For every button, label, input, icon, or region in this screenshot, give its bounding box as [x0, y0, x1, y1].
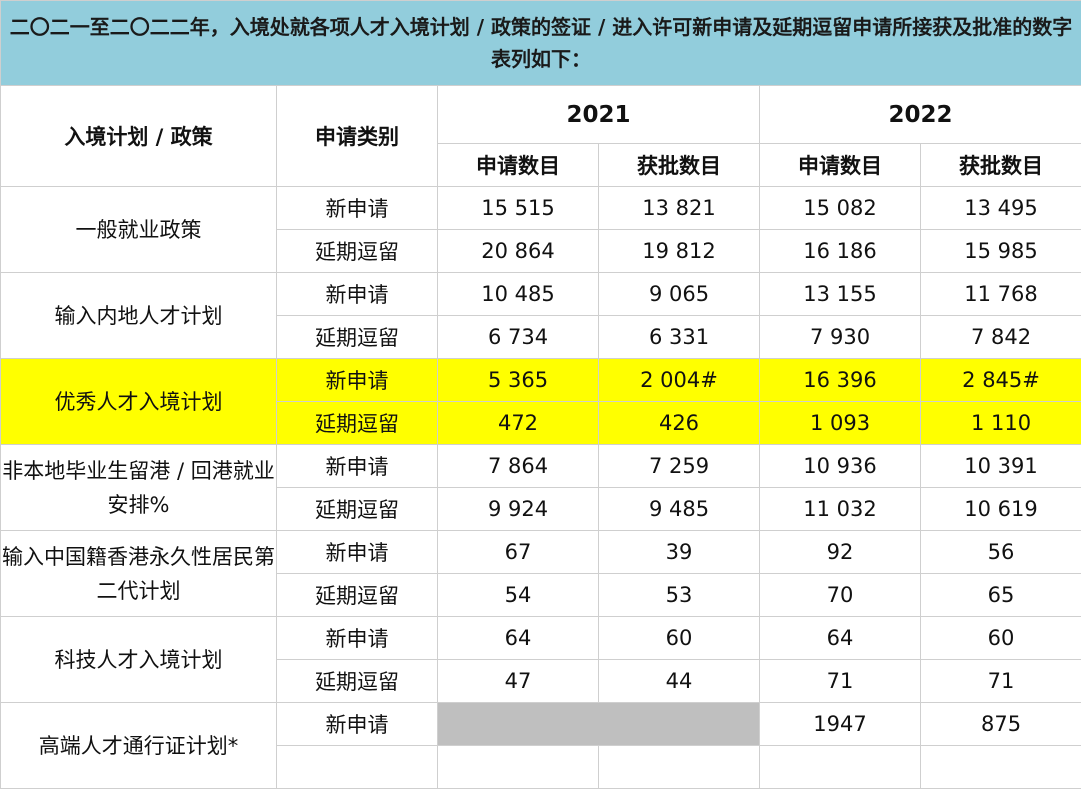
received-2021-cell: 6 734: [437, 315, 599, 359]
approved-2021-cell: 426: [598, 401, 760, 445]
not-applicable-cell: [437, 702, 760, 746]
table-row: 一般就业政策 新申请 15 515 13 821 15 082 13 495: [0, 186, 1081, 273]
received-2021-cell: 67: [437, 530, 599, 574]
category-column-header: 申请类别: [276, 85, 438, 187]
approved-2021-cell: 9 485: [598, 487, 760, 531]
table-row: 延期逗留 54 53 70 65: [1, 573, 1081, 617]
approved-header-2021: 获批数目: [598, 143, 760, 187]
approved-2021-cell: 60: [598, 616, 760, 660]
approved-2022-cell: 875: [919, 702, 1081, 746]
approved-2022-cell: 10 619: [919, 487, 1081, 531]
received-2021-cell: 7 864: [437, 444, 599, 488]
approved-2022-cell: 10 391: [919, 444, 1081, 488]
category-cell: 新申请: [276, 702, 438, 746]
category-cell: 新申请: [276, 272, 438, 316]
scheme-name: 输入内地人才计划: [0, 272, 277, 359]
category-cell: 延期逗留: [276, 315, 438, 359]
approved-2021-cell: 9 065: [598, 272, 760, 316]
approved-2022-cell: 1 110: [919, 401, 1081, 445]
received-2022-cell: 1 093: [759, 401, 921, 445]
approved-2022-cell: 15 985: [919, 229, 1081, 273]
category-cell: 新申请: [276, 358, 438, 402]
approved-2021-cell: 13 821: [598, 186, 760, 230]
category-cell: 延期逗留: [276, 229, 438, 273]
approved-2021-cell: 2 004#: [598, 358, 760, 402]
received-2021-cell: 20 864: [437, 229, 599, 273]
received-2022-cell: 16 186: [759, 229, 921, 273]
received-2022-cell: 10 936: [759, 444, 921, 488]
approved-2022-cell: 65: [919, 573, 1081, 617]
received-2021-cell: 15 515: [437, 186, 599, 230]
category-cell: 新申请: [276, 444, 438, 488]
category-cell: 新申请: [276, 616, 438, 660]
table-row: 输入中国籍香港永久性居民第二代计划 新申请 67 39 92 56: [0, 530, 1081, 617]
approved-2022-cell: 56: [919, 530, 1081, 574]
received-header-2022: 申请数目: [759, 143, 921, 187]
scheme-name: 科技人才入境计划: [0, 616, 277, 703]
received-header-2021: 申请数目: [437, 143, 599, 187]
approved-2022-cell: 13 495: [919, 186, 1081, 230]
table-row: 科技人才入境计划 新申请 64 60 64 60: [0, 616, 1081, 703]
empty-cell: [437, 745, 599, 789]
received-2022-cell: 16 396: [759, 358, 921, 402]
approved-2022-cell: 2 845#: [919, 358, 1081, 402]
approved-2022-cell: 11 768: [919, 272, 1081, 316]
received-2021-cell: 5 365: [437, 358, 599, 402]
received-2021-cell: 10 485: [437, 272, 599, 316]
category-cell: 延期逗留: [276, 659, 438, 703]
category-cell: 延期逗留: [276, 573, 438, 617]
table-row: 延期逗留 472 426 1 093 1 110: [1, 401, 1081, 445]
year-header-2022: 2022: [758, 85, 1081, 144]
approved-2022-cell: 60: [919, 616, 1081, 660]
approved-2021-cell: 39: [598, 530, 760, 574]
year-header-2021: 2021: [437, 85, 760, 144]
table-row: 延期逗留 9 924 9 485 11 032 10 619: [1, 487, 1081, 531]
received-2022-cell: 7 930: [759, 315, 921, 359]
received-2022-cell: 64: [759, 616, 921, 660]
empty-cell: [919, 745, 1081, 789]
approved-2021-cell: 53: [598, 573, 760, 617]
received-2022-cell: 11 032: [759, 487, 921, 531]
category-cell: 新申请: [276, 186, 438, 230]
approved-header-2022: 获批数目: [919, 143, 1081, 187]
received-2021-cell: 47: [437, 659, 599, 703]
scheme-name: 输入中国籍香港永久性居民第二代计划: [0, 530, 277, 617]
approved-2021-cell: 7 259: [598, 444, 760, 488]
approved-2021-cell: 44: [598, 659, 760, 703]
category-cell: 延期逗留: [276, 487, 438, 531]
scheme-column-header: 入境计划 / 政策: [0, 85, 277, 187]
category-cell: 延期逗留: [276, 401, 438, 445]
received-2021-cell: 64: [437, 616, 599, 660]
approved-2021-cell: 19 812: [598, 229, 760, 273]
scheme-name: 非本地毕业生留港 / 回港就业安排%: [0, 444, 277, 531]
table-row: 非本地毕业生留港 / 回港就业安排% 新申请 7 864 7 259 10 936 10 …: [0, 444, 1081, 531]
table-row: 优秀人才入境计划 新申请 5 365 2 004# 16 396 2 845#: [0, 358, 1081, 445]
approved-2022-cell: 7 842: [919, 315, 1081, 359]
table-row: 输入内地人才计划 新申请 10 485 9 065 13 155 11 768: [0, 272, 1081, 359]
category-cell: 新申请: [276, 530, 438, 574]
empty-cell: [598, 745, 760, 789]
scheme-name: 优秀人才入境计划: [0, 358, 277, 445]
received-2022-cell: 1947: [759, 702, 921, 746]
received-2022-cell: 70: [759, 573, 921, 617]
received-2022-cell: 71: [759, 659, 921, 703]
approved-2022-cell: 71: [919, 659, 1081, 703]
table-body: 一般就业政策 新申请 15 515 13 821 15 082 13 495 延期逗留 20 …: [0, 186, 1081, 703]
received-2021-cell: 472: [437, 401, 599, 445]
received-2021-cell: 54: [437, 573, 599, 617]
received-2022-cell: 15 082: [759, 186, 921, 230]
scheme-name: 高端人才通行证计划*: [0, 702, 277, 789]
table-row: 延期逗留 47 44 71 71: [1, 659, 1081, 703]
scheme-name: 一般就业政策: [0, 186, 277, 273]
approved-2021-cell: 6 331: [598, 315, 760, 359]
received-2022-cell: 13 155: [759, 272, 921, 316]
received-2022-cell: 92: [759, 530, 921, 574]
table-title: 二〇二一至二〇二二年，入境处就各项人才入境计划 / 政策的签证 / 进入许可新申…: [0, 0, 1081, 86]
empty-cell: [276, 745, 438, 789]
table-row: 延期逗留 6 734 6 331 7 930 7 842: [1, 315, 1081, 359]
received-2021-cell: 9 924: [437, 487, 599, 531]
empty-cell: [759, 745, 921, 789]
